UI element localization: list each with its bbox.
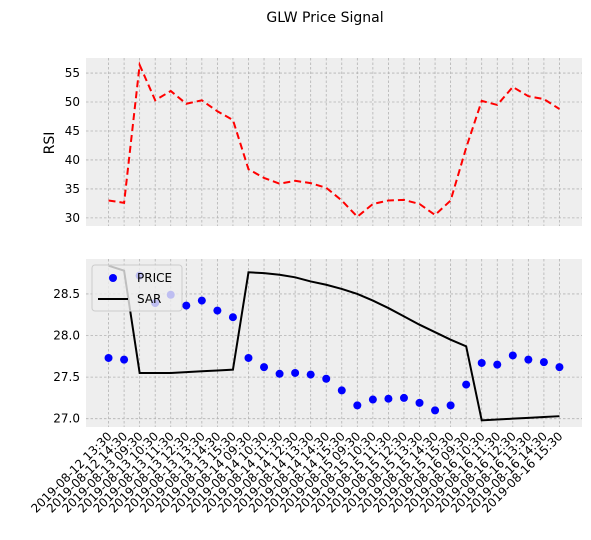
price-point	[508, 351, 517, 360]
price-point	[322, 374, 331, 383]
price-point	[120, 355, 129, 364]
price-point	[415, 398, 424, 407]
price-point	[555, 363, 564, 372]
price-point	[244, 353, 253, 362]
price-point	[291, 368, 300, 377]
plot-area	[86, 58, 582, 226]
y-tick-label: 28.5	[53, 287, 80, 301]
price-point	[399, 393, 408, 402]
y-tick-label: 50	[65, 95, 80, 109]
y-tick-label: 45	[65, 124, 80, 138]
price-point	[493, 360, 502, 369]
legend-label: PRICE	[137, 271, 172, 285]
y-tick-label: 40	[65, 153, 80, 167]
price-point	[477, 358, 486, 367]
price-point	[260, 363, 269, 372]
y-tick-label: 27.5	[53, 370, 80, 384]
price-point	[384, 394, 393, 403]
y-tick-label: 27.0	[53, 412, 80, 426]
price-point	[353, 401, 362, 410]
legend: PRICE SAR	[91, 264, 183, 312]
series-line	[108, 61, 560, 219]
price-point	[197, 296, 206, 305]
legend-label: SAR	[137, 292, 161, 306]
y-axis-label: RSI	[42, 132, 58, 155]
price-point	[275, 369, 284, 378]
price-point	[446, 401, 455, 410]
price-point	[228, 313, 237, 322]
y-tick-label: 28.0	[53, 329, 80, 343]
y-tick-label: 55	[65, 66, 80, 80]
price-point	[368, 395, 377, 404]
price-point	[462, 380, 471, 389]
price-point	[431, 406, 440, 415]
price-point	[306, 370, 315, 379]
y-tick-label: 30	[65, 211, 80, 225]
y-tick-label: 35	[65, 182, 80, 196]
price-point	[539, 358, 548, 367]
price-point	[182, 301, 191, 310]
price-point	[524, 355, 533, 364]
price-point	[104, 353, 113, 362]
series-line	[108, 264, 560, 422]
price-point	[213, 306, 222, 315]
legend-marker	[109, 274, 117, 282]
figure-title: GLW Price Signal	[266, 10, 383, 26]
price-point	[337, 386, 346, 395]
